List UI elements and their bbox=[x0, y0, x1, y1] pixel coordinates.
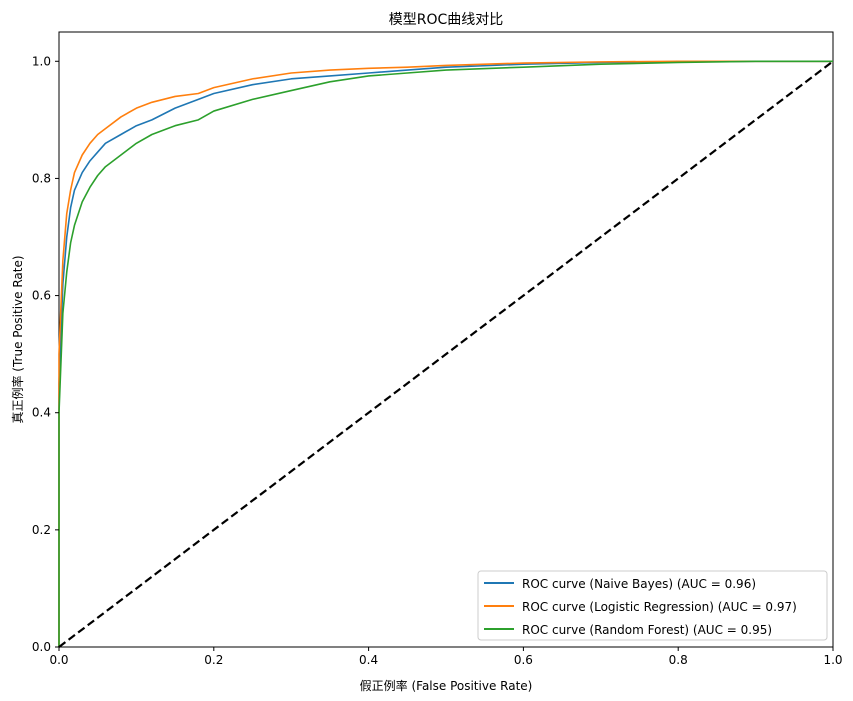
x-axis-ticks: 0.0 0.2 0.4 0.6 0.8 1.0 bbox=[49, 647, 843, 667]
y-tick-label: 1.0 bbox=[32, 54, 51, 68]
y-tick-label: 0.2 bbox=[32, 523, 51, 537]
y-tick-label: 0.4 bbox=[32, 406, 51, 420]
y-tick-label: 0.6 bbox=[32, 289, 51, 303]
legend-label-naive-bayes: ROC curve (Naive Bayes) (AUC = 0.96) bbox=[522, 577, 756, 591]
y-axis-label: 真正例率 (True Positive Rate) bbox=[10, 255, 25, 423]
x-tick-label: 0.2 bbox=[204, 653, 223, 667]
x-axis-label: 假正例率 (False Positive Rate) bbox=[360, 678, 533, 693]
x-tick-label: 1.0 bbox=[823, 653, 842, 667]
y-axis-ticks: 0.0 0.2 0.4 0.6 0.8 1.0 bbox=[32, 54, 59, 654]
roc-curve-random-forest bbox=[58, 60, 833, 647]
roc-curve-logistic-regression bbox=[58, 60, 833, 647]
chart-title: 模型ROC曲线对比 bbox=[389, 12, 504, 28]
curves-group bbox=[58, 60, 834, 648]
y-tick-label: 0.8 bbox=[32, 171, 51, 185]
diagonal-reference-line bbox=[58, 60, 834, 648]
legend-label-logistic-regression: ROC curve (Logistic Regression) (AUC = 0… bbox=[522, 600, 797, 614]
x-tick-label: 0.0 bbox=[49, 653, 68, 667]
y-tick-label: 0.0 bbox=[32, 640, 51, 654]
x-tick-label: 0.6 bbox=[514, 653, 533, 667]
legend-label-random-forest: ROC curve (Random Forest) (AUC = 0.95) bbox=[522, 623, 772, 637]
plot-frame bbox=[58, 31, 834, 648]
roc-curve-naive-bayes bbox=[58, 60, 833, 647]
x-tick-label: 0.4 bbox=[359, 653, 378, 667]
legend-box bbox=[477, 570, 828, 641]
legend: ROC curve (Naive Bayes) (AUC = 0.96) ROC… bbox=[477, 570, 828, 641]
x-tick-label: 0.8 bbox=[669, 653, 688, 667]
